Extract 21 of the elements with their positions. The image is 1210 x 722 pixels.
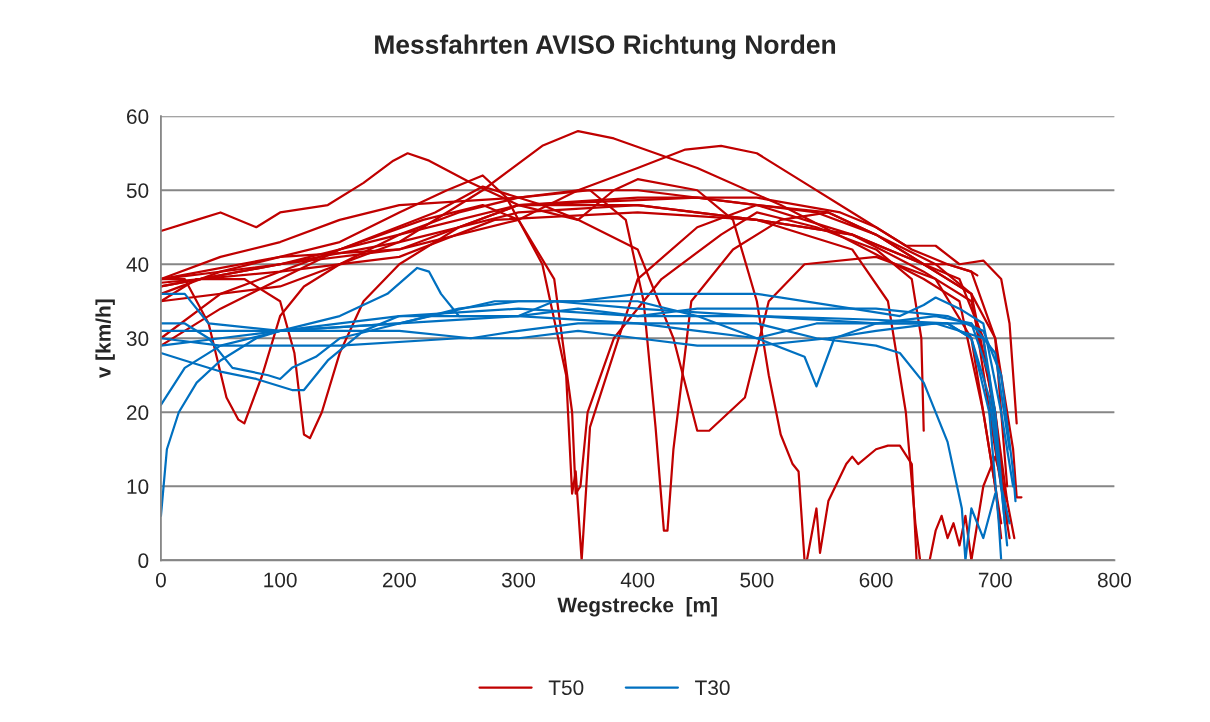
y-tick-label: 10 <box>127 479 149 495</box>
chart-title: Messfahrten AVISO Richtung Norden <box>375 34 836 60</box>
y-tick-label: 0 <box>138 553 149 569</box>
x-tick-label: 0 <box>155 572 166 588</box>
y-tick-label: 40 <box>126 257 149 273</box>
y-axis-title: v [km/h] <box>95 299 115 379</box>
legend-label: T50 <box>548 680 584 696</box>
x-tick-label: 400 <box>620 572 655 588</box>
x-tick-label: 300 <box>501 572 536 588</box>
y-tick-label: 50 <box>126 183 149 198</box>
x-tick-label: 500 <box>740 572 774 588</box>
x-tick-label: 200 <box>382 572 416 588</box>
x-tick-label: 100 <box>264 572 297 588</box>
x-tick-label: 600 <box>859 572 893 588</box>
y-tick-label: 30 <box>126 331 149 347</box>
x-tick-label: 800 <box>1097 572 1131 588</box>
x-tick-label: 700 <box>978 572 1012 588</box>
x-axis-title: Wegstrecke [m] <box>557 597 717 617</box>
legend-label: T30 <box>695 680 730 696</box>
y-tick-label: 60 <box>127 109 149 124</box>
y-tick-label: 20 <box>127 405 149 421</box>
